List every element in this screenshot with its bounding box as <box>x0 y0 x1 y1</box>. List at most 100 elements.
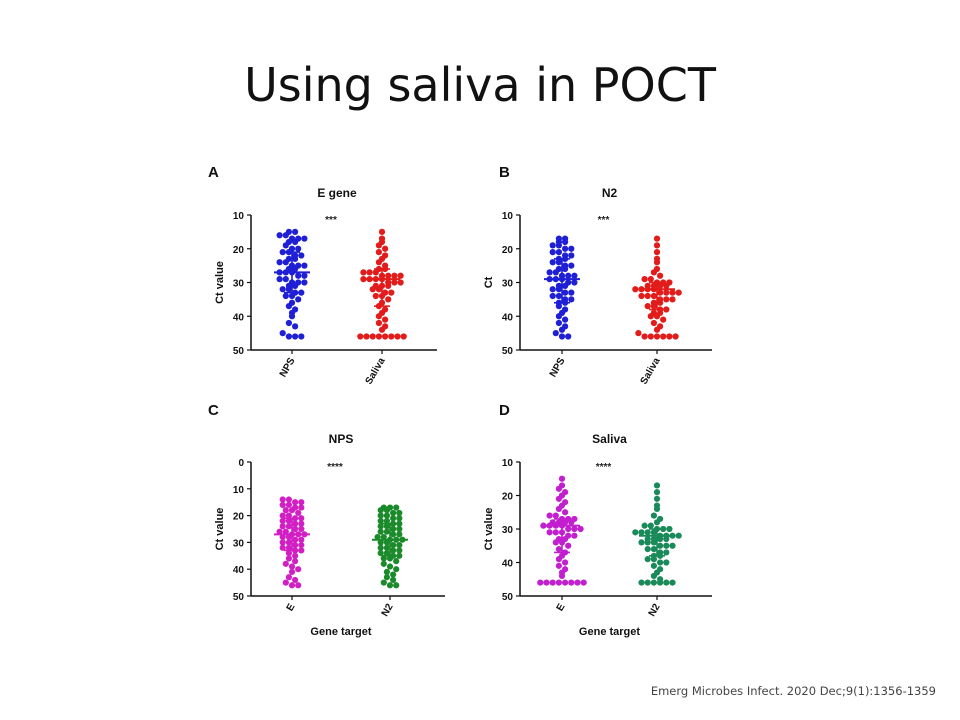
data-point <box>650 269 658 276</box>
data-point <box>555 562 563 569</box>
data-point <box>555 286 563 293</box>
data-point <box>552 529 559 536</box>
data-point <box>644 303 651 310</box>
data-point <box>393 504 400 511</box>
data-point <box>369 333 376 340</box>
data-point <box>378 326 386 333</box>
data-point <box>555 495 563 502</box>
data-point <box>288 313 296 320</box>
data-point <box>380 555 387 562</box>
data-point <box>653 259 661 266</box>
data-point <box>288 292 296 300</box>
data-point <box>562 316 569 323</box>
data-point <box>375 313 382 320</box>
data-point <box>555 249 563 256</box>
data-point <box>285 550 292 557</box>
data-point <box>650 292 658 300</box>
data-point <box>295 296 302 303</box>
citation: Emerg Microbes Infect. 2020 Dec;9(1):135… <box>650 684 936 698</box>
data-point <box>647 522 654 529</box>
data-point <box>390 515 397 522</box>
data-point <box>396 515 403 522</box>
y-tick-label: 0 <box>238 458 244 469</box>
x-tick-label: E <box>285 602 298 614</box>
data-point <box>552 512 559 519</box>
data-point <box>650 572 658 580</box>
data-point <box>390 531 397 538</box>
data-point <box>386 555 394 562</box>
data-point <box>285 523 292 530</box>
data-point <box>663 559 670 566</box>
panel-title: Saliva <box>592 432 627 446</box>
data-point <box>380 533 387 541</box>
data-point <box>549 292 556 300</box>
data-point <box>383 528 390 535</box>
y-tick-label: 10 <box>233 211 245 222</box>
data-point <box>295 272 302 279</box>
data-point <box>653 482 661 489</box>
data-point <box>549 579 556 586</box>
data-point <box>546 269 553 276</box>
data-point <box>565 272 572 279</box>
data-point <box>292 525 299 533</box>
data-point <box>298 536 305 543</box>
data-point <box>298 252 305 259</box>
data-point <box>276 232 283 239</box>
y-tick-label: 10 <box>502 458 514 469</box>
data-point <box>650 512 658 519</box>
data-point <box>285 533 292 541</box>
data-point <box>292 541 299 549</box>
data-point <box>295 509 302 517</box>
data-point <box>562 238 569 246</box>
data-point <box>279 330 286 337</box>
data-point <box>375 249 382 256</box>
data-point <box>653 242 661 249</box>
data-point <box>663 579 670 586</box>
data-point <box>386 563 394 570</box>
significance-label: *** <box>325 215 337 226</box>
data-point <box>663 535 670 543</box>
data-point <box>571 525 578 533</box>
data-point <box>282 242 289 249</box>
data-point <box>568 579 575 586</box>
y-tick-label: 50 <box>502 346 514 357</box>
data-point <box>377 544 384 551</box>
data-point <box>555 485 563 492</box>
data-point <box>562 579 569 586</box>
data-point <box>653 235 661 242</box>
data-point <box>301 272 308 279</box>
data-point <box>657 535 664 543</box>
data-point <box>301 262 308 269</box>
data-point <box>644 556 651 563</box>
data-point <box>390 576 397 584</box>
data-point <box>385 282 392 289</box>
panel-title: N2 <box>602 186 618 200</box>
data-point <box>382 245 389 252</box>
data-point <box>295 245 302 252</box>
data-point <box>562 559 569 566</box>
data-point <box>635 330 642 337</box>
data-point <box>390 571 397 578</box>
data-point <box>568 262 575 269</box>
data-point <box>383 507 390 514</box>
data-point <box>377 507 384 514</box>
data-point <box>555 319 563 327</box>
data-point <box>555 546 563 553</box>
data-point <box>562 265 569 273</box>
data-point <box>388 289 395 296</box>
panel-title: E gene <box>317 186 357 200</box>
data-point <box>279 539 286 546</box>
data-point <box>663 282 670 289</box>
data-point <box>562 509 569 516</box>
data-point <box>568 289 575 296</box>
data-point <box>396 541 403 549</box>
x-tick-label: NPS <box>548 356 568 380</box>
data-point <box>558 475 566 482</box>
data-point <box>558 572 566 580</box>
data-point <box>377 528 384 535</box>
x-tick-label: NPS <box>278 356 298 380</box>
data-point <box>292 499 299 506</box>
data-point <box>666 333 673 340</box>
data-point <box>568 296 575 303</box>
